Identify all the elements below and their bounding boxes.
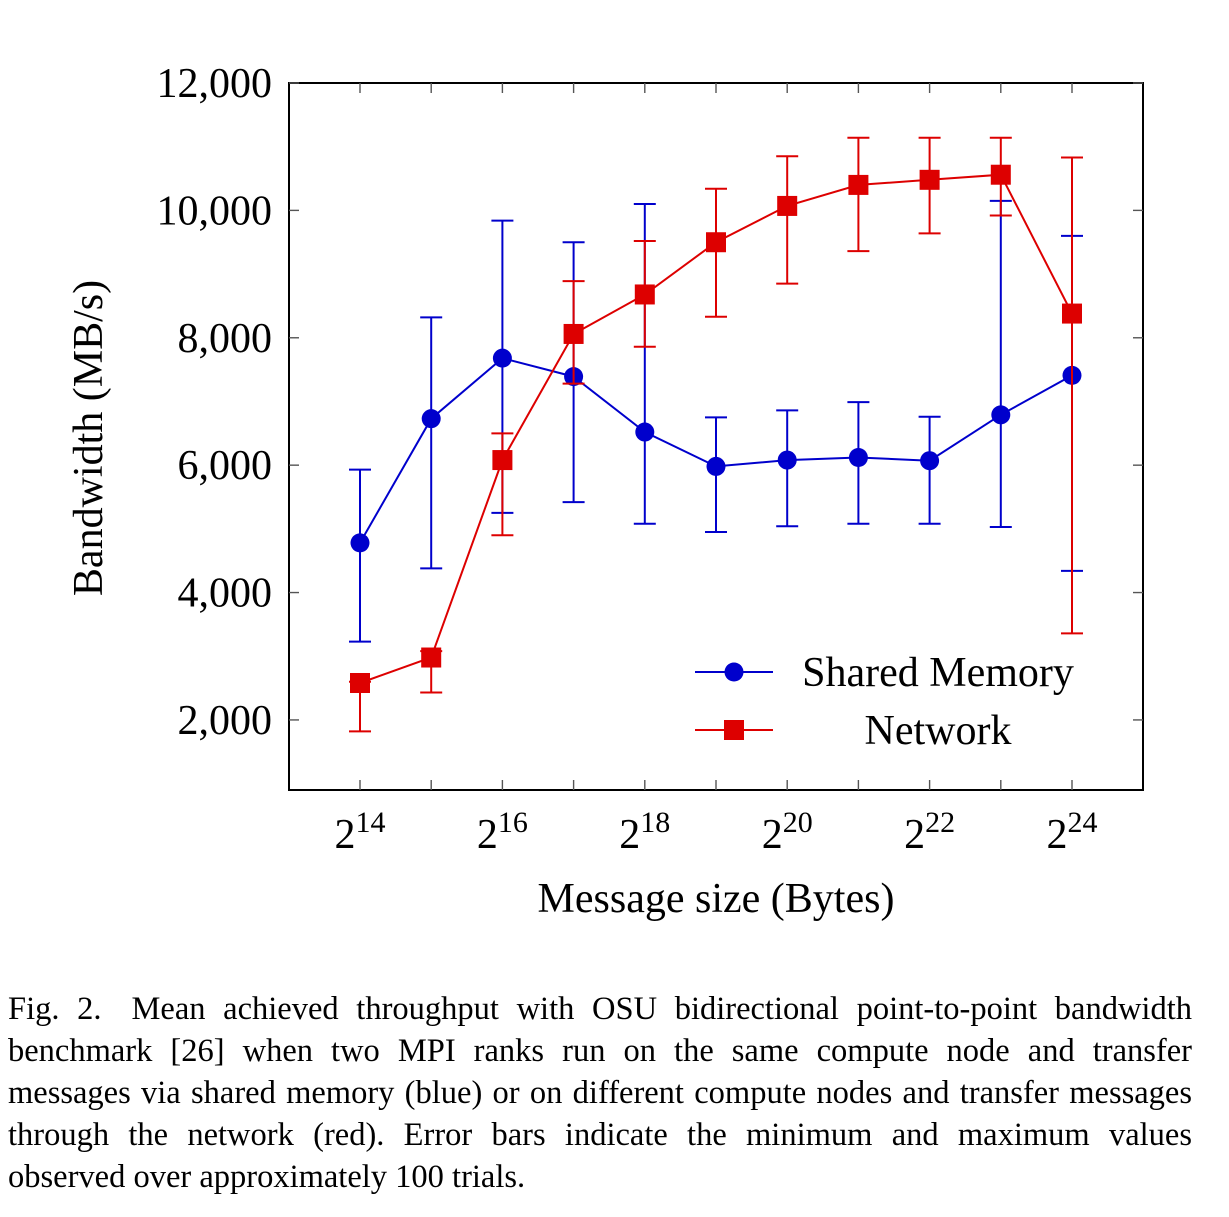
x-tick-label: 218 (619, 806, 670, 858)
data-point (920, 451, 940, 471)
y-tick-label: 8,000 (178, 316, 273, 362)
data-point (492, 450, 513, 471)
data-point (706, 456, 726, 476)
data-point (706, 232, 726, 253)
x-tick-exponent: 22 (925, 806, 955, 839)
x-tick-exponent: 14 (356, 806, 386, 839)
data-point (635, 422, 655, 442)
data-point (919, 169, 940, 190)
x-tick-base: 2 (762, 812, 783, 858)
data-point (634, 284, 655, 305)
y-tick-label: 2,000 (178, 698, 273, 744)
series-network (349, 136, 1083, 733)
data-point (350, 672, 370, 693)
legend-label: Shared Memory (802, 650, 1074, 696)
x-tick-exponent: 18 (640, 806, 670, 839)
y-tick-label: 10,000 (157, 188, 273, 234)
data-point (421, 409, 441, 429)
legend-marker (724, 662, 744, 682)
legend-label: Network (865, 708, 1012, 754)
data-point (777, 195, 798, 216)
x-tick-base: 2 (1047, 812, 1068, 858)
data-point (777, 450, 797, 470)
legend-marker (724, 720, 744, 740)
y-axis-title: Bandwidth (MB/s) (66, 280, 112, 596)
x-tick-base: 2 (619, 812, 640, 858)
data-point (1062, 303, 1082, 324)
figure-caption: Fig. 2. Mean achieved throughput with OSU… (8, 988, 1192, 1198)
x-tick-exponent: 24 (1068, 806, 1098, 839)
x-tick-base: 2 (904, 812, 925, 858)
data-point (990, 164, 1011, 185)
x-axis-title: Message size (Bytes) (538, 876, 895, 922)
data-point (991, 405, 1011, 425)
data-point (492, 348, 512, 368)
x-tick-label: 216 (477, 806, 528, 858)
caption-label: Fig. 2. (8, 991, 102, 1027)
data-point (350, 533, 370, 553)
data-point (421, 647, 442, 668)
data-point (848, 448, 868, 468)
x-tick-exponent: 20 (783, 806, 813, 839)
caption-text: Mean achieved throughput with OSU bidire… (8, 991, 1192, 1195)
x-tick-base: 2 (477, 812, 498, 858)
y-tick-label: 12,000 (157, 61, 273, 107)
bandwidth-chart: 2,000 4,000 6,000 8,000 10,000 12,000 214 216 21… (66, 61, 1144, 922)
y-tick-label: 4,000 (178, 571, 273, 617)
x-tick-label: 222 (904, 806, 955, 858)
x-tick-label: 220 (762, 806, 813, 858)
x-tick-label: 224 (1047, 806, 1098, 858)
x-tick-exponent: 16 (498, 806, 528, 839)
x-tick-label: 214 (335, 806, 386, 858)
data-point (563, 323, 584, 344)
y-tick-label: 6,000 (178, 443, 273, 489)
x-tick-base: 2 (335, 812, 356, 858)
data-point (848, 174, 869, 195)
